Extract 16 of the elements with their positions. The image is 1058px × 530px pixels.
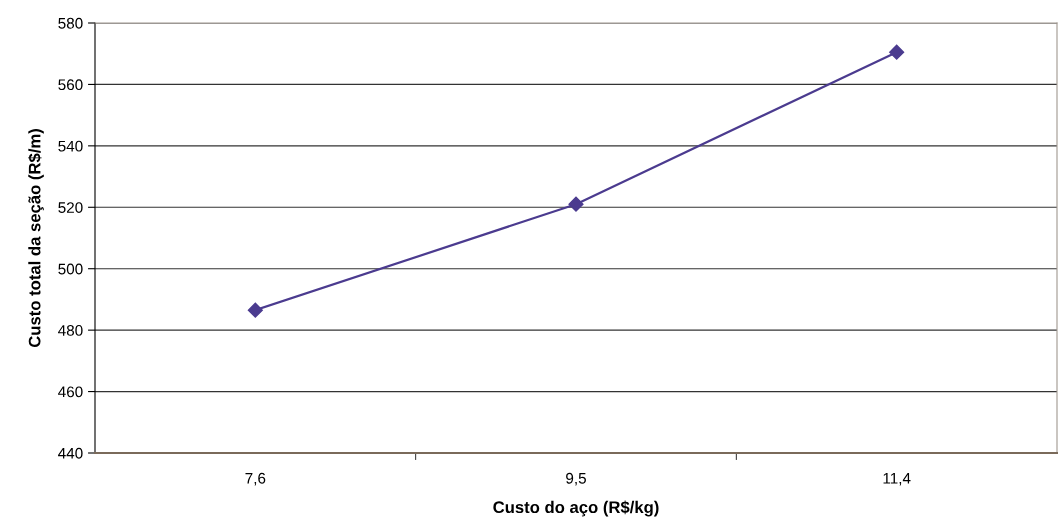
y-tick-label: 540 xyxy=(58,140,83,152)
point xyxy=(247,302,263,318)
y-tick-label: 500 xyxy=(58,263,83,275)
y-tick-label: 480 xyxy=(58,325,83,336)
y-axis-title: Custo total da seção (R$/m) xyxy=(27,129,44,348)
x-tick-label: 9,5 xyxy=(566,472,586,486)
y-tick-label: 580 xyxy=(58,17,83,29)
y-tick-label: 440 xyxy=(58,447,83,459)
y-tick-label: 560 xyxy=(58,79,83,91)
x-tick-label: 7,6 xyxy=(245,472,266,486)
point xyxy=(568,196,584,212)
y-tick-label: 460 xyxy=(58,386,83,398)
y-tick-label: 520 xyxy=(58,202,83,213)
x-tick-label: 11,4 xyxy=(883,473,911,486)
x-axis-title: Custo do aço (R$/kg) xyxy=(493,500,659,517)
point xyxy=(889,44,905,60)
